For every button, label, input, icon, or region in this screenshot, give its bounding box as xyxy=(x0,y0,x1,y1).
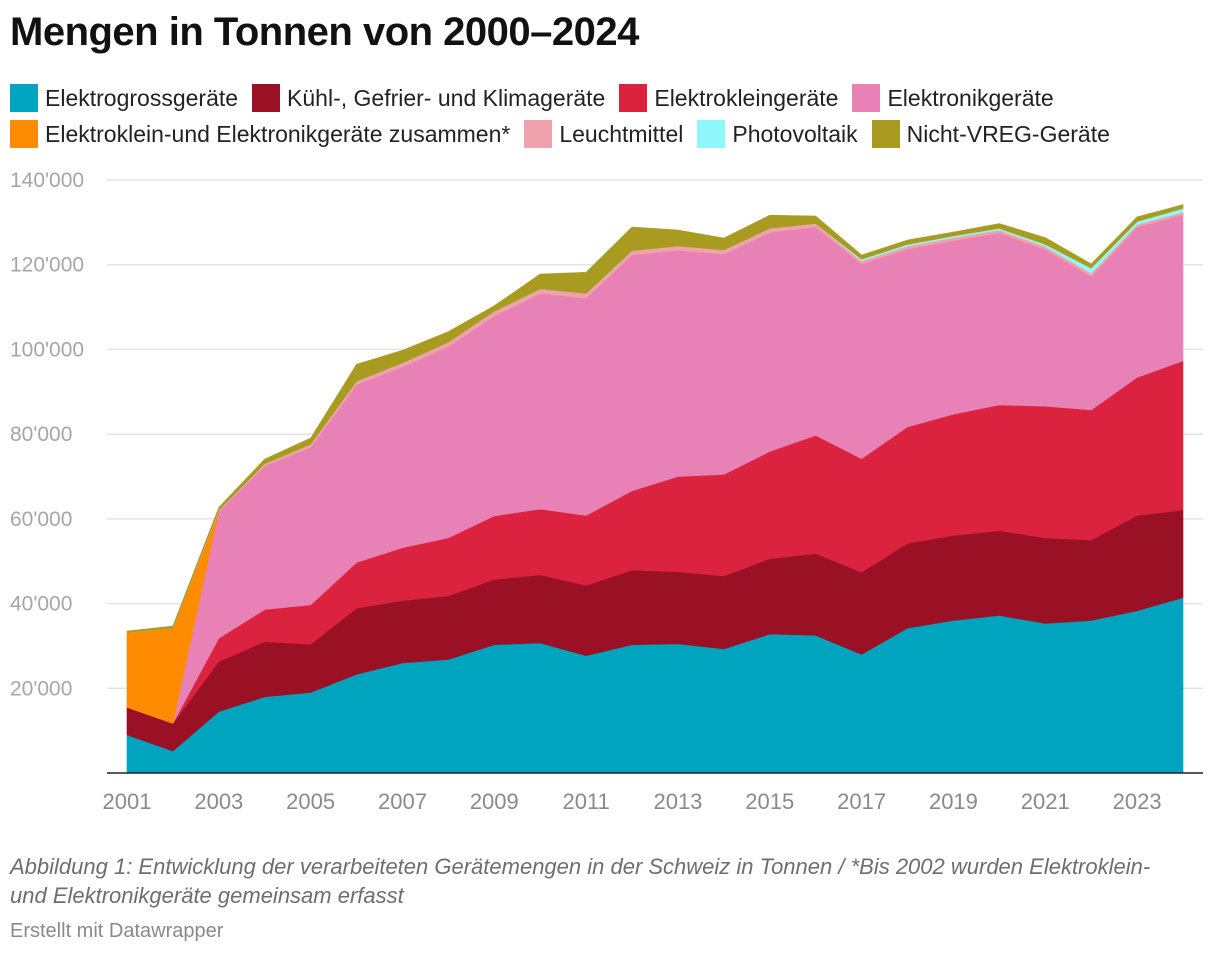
x-tick-label: 2013 xyxy=(653,789,702,814)
legend-label: Elektroklein-und Elektronikgeräte zusamm… xyxy=(45,120,511,147)
y-tick-label: 120'000 xyxy=(10,254,84,277)
legend-swatch xyxy=(252,84,281,112)
y-tick-label: 80'000 xyxy=(10,423,72,446)
legend-swatch xyxy=(852,84,881,112)
legend-item-kuehlgeraete: Kühl-, Gefrier- und Klimageräte xyxy=(252,84,605,112)
legend-swatch xyxy=(10,84,38,112)
legend-item-nicht-vreg: Nicht-VREG-Geräte xyxy=(871,120,1110,148)
legend-label: Photovoltaik xyxy=(732,120,858,147)
x-tick-label: 2011 xyxy=(562,789,609,814)
legend-label: Nicht-VREG-Geräte xyxy=(906,120,1110,147)
legend-label: Leuchtmittel xyxy=(559,120,684,147)
x-tick-label: 2017 xyxy=(837,789,886,814)
legend: Elektrogrossgeräte Kühl-, Gefrier- und K… xyxy=(10,80,1210,152)
legend-swatch xyxy=(619,84,648,112)
x-tick-label: 2021 xyxy=(1021,789,1070,814)
axis-layer: 20'000 40'000 60'000 80'000 100'000 120'000 14… xyxy=(10,169,1203,814)
y-tick-label: 100'000 xyxy=(10,338,84,361)
x-tick-label: 2003 xyxy=(194,789,243,814)
area-nicht-vreg-gerate xyxy=(126,204,1184,633)
area-layer xyxy=(126,204,1184,774)
legend-label: Elektrokleingeräte xyxy=(654,84,839,111)
chart-title: Mengen in Tonnen von 2000–2024 xyxy=(10,10,639,54)
legend-row: Elektroklein-und Elektronikgeräte zusamm… xyxy=(10,116,1210,152)
legend-item-leuchtmittel: Leuchtmittel xyxy=(524,120,683,148)
legend-label: Elektrogrossgeräte xyxy=(45,84,239,111)
legend-item-elektrokleingeraete: Elektrokleingeräte xyxy=(619,84,838,112)
y-tick-label: 40'000 xyxy=(10,593,72,616)
x-tick-label: 2005 xyxy=(286,789,335,814)
legend-item-elektronikgeraete: Elektronikgeräte xyxy=(852,84,1054,112)
legend-label: Elektronikgeräte xyxy=(887,84,1054,111)
chart-credit: Erstellt mit Datawrapper xyxy=(10,920,224,942)
x-tick-label: 2009 xyxy=(470,789,519,814)
legend-swatch xyxy=(871,120,900,148)
legend-label: Kühl-, Gefrier- und Klimageräte xyxy=(287,84,606,111)
x-tick-label: 2001 xyxy=(103,789,152,814)
legend-item-elektrogrossgeraete: Elektrogrossgeräte xyxy=(10,84,238,112)
chart-caption: Abbildung 1: Entwicklung der verarbeitet… xyxy=(10,854,1151,908)
x-tick-label: 2007 xyxy=(378,789,427,814)
stacked-area-chart: 20'000 40'000 60'000 80'000 100'000 120'000 14… xyxy=(10,169,1203,814)
legend-swatch xyxy=(697,120,726,148)
x-tick-label: 2019 xyxy=(929,789,978,814)
x-tick-label: 2023 xyxy=(1113,789,1162,814)
legend-swatch xyxy=(524,120,553,148)
legend-row: Elektrogrossgeräte Kühl-, Gefrier- und K… xyxy=(10,80,1210,116)
legend-item-zusammen: Elektroklein-und Elektronikgeräte zusamm… xyxy=(10,120,510,148)
y-tick-label: 140'000 xyxy=(10,169,84,192)
legend-swatch xyxy=(10,120,38,148)
legend-item-photovoltaik: Photovoltaik xyxy=(697,120,858,148)
y-tick-label: 60'000 xyxy=(10,508,72,531)
x-tick-label: 2015 xyxy=(745,789,794,814)
y-tick-label: 20'000 xyxy=(10,677,72,700)
